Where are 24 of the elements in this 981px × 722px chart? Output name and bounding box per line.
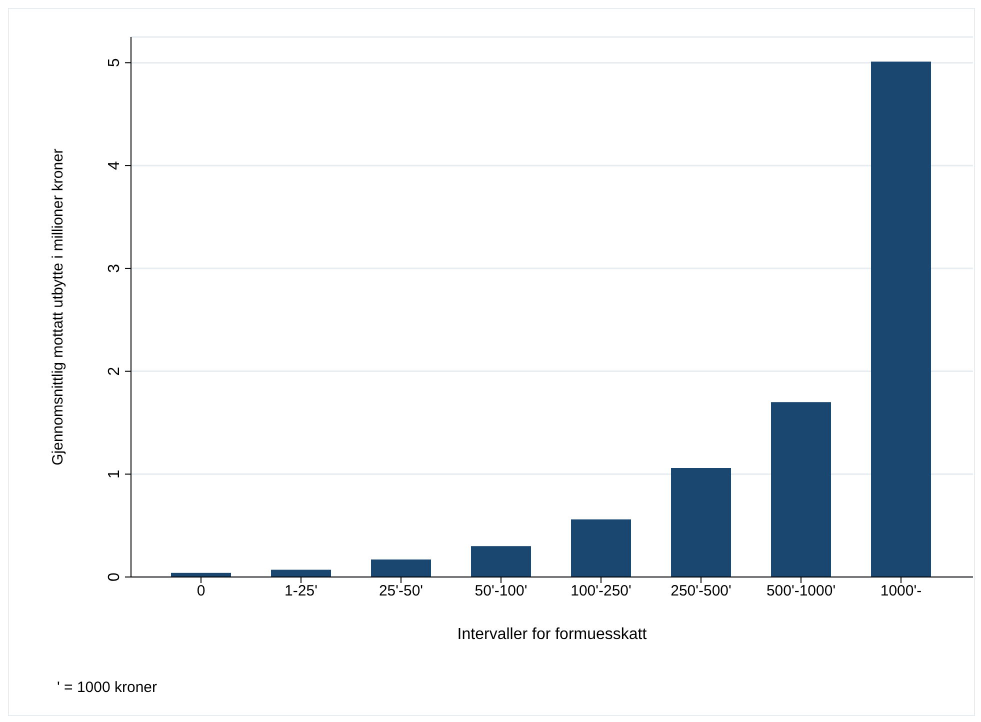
y-tick-label: 3 [106,264,123,273]
y-tick-label: 2 [106,366,123,376]
x-tick-label: 1-25' [284,582,318,600]
y-tick-label: 1 [106,470,123,479]
bar [471,546,531,577]
x-tick-label: 1000'- [880,582,922,600]
x-tick-label: 100'-250' [570,582,632,600]
y-axis-title: Gjennomsnittlig mottatt utbytte i millioner kroner [49,148,66,466]
x-tick-label: 250'-500' [670,582,732,600]
bar [271,570,331,577]
y-tick-label: 4 [106,161,123,170]
y-tick-label: 0 [106,572,123,582]
bar [571,519,631,577]
x-tick-label: 0 [196,582,206,600]
x-tick-label: 500'-1000' [766,582,836,600]
bar [671,468,731,577]
text: ' = 1000 kroner [57,679,158,696]
y-tick-label: 5 [106,58,123,68]
x-tick-label: 50'-100' [474,582,528,600]
x-axis-title: Intervaller for formuesskatt [457,626,648,643]
bar [371,560,431,577]
x-tick-label: 25'-50' [378,582,424,600]
bar [771,402,831,577]
bar [871,62,931,577]
